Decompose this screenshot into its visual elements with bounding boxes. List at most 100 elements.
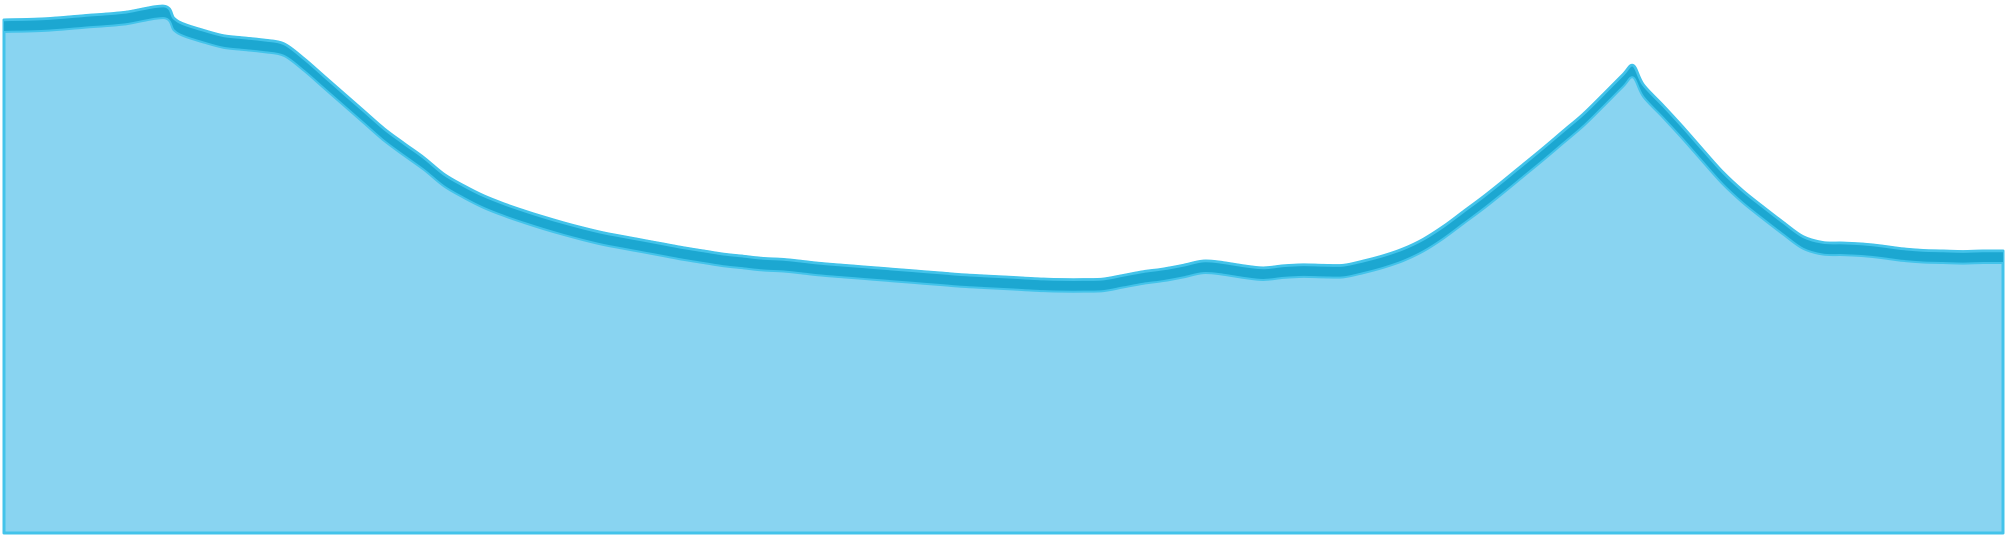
series-inner-line bbox=[3, 17, 2004, 293]
data-point-17 bbox=[403, 143, 404, 144]
data-point-42 bbox=[903, 270, 904, 271]
data-point-20 bbox=[463, 185, 464, 186]
data-point-28 bbox=[623, 236, 624, 237]
data-point-19 bbox=[443, 174, 444, 175]
data-point-11 bbox=[283, 43, 284, 44]
data-point-61 bbox=[1283, 265, 1284, 266]
data-point-91 bbox=[1863, 244, 1864, 245]
data-point-86 bbox=[1763, 207, 1764, 208]
data-point-58 bbox=[1223, 262, 1224, 263]
data-point-81 bbox=[1663, 105, 1664, 106]
data-point-57 bbox=[1203, 261, 1204, 262]
data-point-95 bbox=[1943, 251, 1944, 252]
data-point-54 bbox=[1143, 271, 1144, 272]
data-point-75 bbox=[1563, 131, 1564, 132]
series-edge-band bbox=[4, 6, 2003, 292]
data-point-64 bbox=[1343, 265, 1344, 266]
data-point-47 bbox=[1003, 277, 1004, 278]
data-point-68 bbox=[1423, 239, 1424, 240]
data-point-15 bbox=[363, 111, 364, 112]
data-point-82 bbox=[1683, 127, 1684, 128]
data-point-74 bbox=[1543, 148, 1544, 149]
data-point-1 bbox=[43, 18, 44, 19]
data-point-89 bbox=[1823, 242, 1824, 243]
data-point-76 bbox=[1583, 114, 1584, 115]
data-point-59 bbox=[1243, 265, 1244, 266]
data-point-26 bbox=[583, 228, 584, 229]
series-top-line bbox=[2, 4, 2005, 281]
data-point-98 bbox=[2003, 251, 2004, 252]
data-point-92 bbox=[1883, 246, 1884, 247]
data-point-62 bbox=[1303, 264, 1304, 265]
data-point-12 bbox=[303, 58, 304, 59]
data-point-77 bbox=[1603, 94, 1604, 95]
data-point-49 bbox=[1043, 279, 1044, 280]
data-point-38 bbox=[823, 263, 824, 264]
data-point-21 bbox=[483, 195, 484, 196]
data-point-90 bbox=[1843, 243, 1844, 244]
data-point-66 bbox=[1383, 255, 1384, 256]
data-point-80 bbox=[1643, 84, 1644, 85]
data-point-33 bbox=[723, 254, 724, 255]
data-point-44 bbox=[943, 273, 944, 274]
data-point-4 bbox=[163, 6, 164, 7]
data-point-29 bbox=[643, 240, 644, 241]
data-point-39 bbox=[843, 265, 844, 266]
data-point-0 bbox=[4, 19, 5, 20]
data-point-88 bbox=[1803, 236, 1804, 237]
data-point-46 bbox=[983, 275, 984, 276]
data-point-51 bbox=[1083, 279, 1084, 280]
data-point-83 bbox=[1703, 150, 1704, 151]
data-point-52 bbox=[1103, 279, 1104, 280]
data-point-35 bbox=[763, 258, 764, 259]
data-point-27 bbox=[603, 233, 604, 234]
data-point-37 bbox=[803, 261, 804, 262]
data-point-96 bbox=[1963, 251, 1964, 252]
data-point-79 bbox=[1633, 65, 1634, 66]
data-point-63 bbox=[1323, 265, 1324, 266]
data-point-93 bbox=[1903, 248, 1904, 249]
data-point-23 bbox=[523, 210, 524, 211]
plot-area bbox=[2, 4, 2005, 535]
data-point-32 bbox=[703, 251, 704, 252]
data-point-8 bbox=[223, 35, 224, 36]
data-point-43 bbox=[923, 271, 924, 272]
series-area-fill bbox=[2, 4, 2005, 535]
data-point-97 bbox=[1983, 251, 1984, 252]
data-point-53 bbox=[1123, 275, 1124, 276]
data-point-71 bbox=[1483, 196, 1484, 197]
data-point-34 bbox=[743, 256, 744, 257]
data-point-50 bbox=[1063, 279, 1064, 280]
data-point-67 bbox=[1403, 248, 1404, 249]
data-point-3 bbox=[123, 12, 124, 13]
data-point-5 bbox=[173, 18, 174, 19]
data-point-9 bbox=[243, 37, 244, 38]
data-point-36 bbox=[783, 259, 784, 260]
data-point-2 bbox=[83, 15, 84, 16]
data-point-40 bbox=[863, 266, 864, 267]
data-point-73 bbox=[1523, 164, 1524, 165]
data-point-94 bbox=[1923, 250, 1924, 251]
data-point-10 bbox=[263, 40, 264, 41]
data-point-18 bbox=[423, 157, 424, 158]
data-point-60 bbox=[1263, 268, 1264, 269]
data-point-69 bbox=[1443, 226, 1444, 227]
data-point-48 bbox=[1023, 278, 1024, 279]
data-point-6 bbox=[183, 24, 184, 25]
data-point-31 bbox=[683, 247, 684, 248]
data-point-16 bbox=[383, 128, 384, 129]
data-point-55 bbox=[1163, 269, 1164, 270]
data-point-13 bbox=[323, 76, 324, 77]
data-point-56 bbox=[1183, 265, 1184, 266]
data-point-72 bbox=[1503, 181, 1504, 182]
data-point-25 bbox=[563, 222, 564, 223]
data-point-24 bbox=[543, 217, 544, 218]
data-point-7 bbox=[203, 30, 204, 31]
data-point-85 bbox=[1743, 191, 1744, 192]
data-point-45 bbox=[963, 274, 964, 275]
data-point-65 bbox=[1363, 261, 1364, 262]
data-point-70 bbox=[1463, 211, 1464, 212]
data-point-84 bbox=[1723, 172, 1724, 173]
data-point-22 bbox=[503, 203, 504, 204]
